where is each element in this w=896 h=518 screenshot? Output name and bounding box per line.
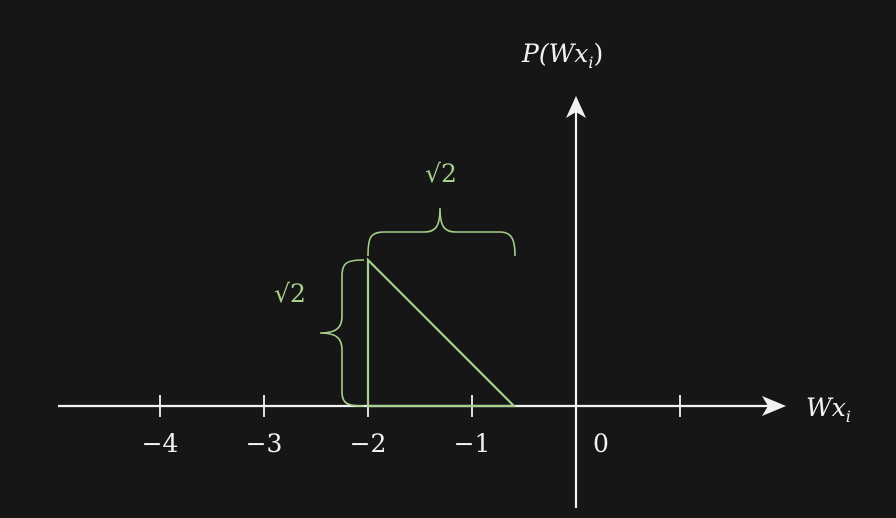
x-axis-arrow-icon: [762, 396, 786, 416]
y-axis-arrow-icon: [566, 96, 586, 118]
x-axis-label: Wxi: [806, 393, 851, 426]
triangle: [366, 257, 517, 408]
origin-label: 0: [593, 429, 609, 458]
y-axis-label-sub: i: [588, 53, 593, 72]
tick-label-minus-3: −3: [246, 429, 283, 458]
y-axis-label-prefix: P(Wx: [521, 39, 588, 68]
width-brace: [367, 207, 516, 257]
height-brace: [319, 259, 365, 407]
width-label: √2: [425, 159, 457, 188]
y-axis-label-suffix: ): [594, 39, 604, 68]
y-axis-label: P(Wxi): [521, 39, 603, 72]
x-axis-label-sub: i: [846, 407, 851, 426]
x-axis-label-main: Wx: [806, 393, 846, 422]
tick-label-minus-2: −2: [350, 429, 387, 458]
tick-label-minus-1: −1: [454, 429, 491, 458]
tick-label-minus-4: −4: [142, 429, 179, 458]
height-label: √2: [274, 279, 306, 308]
